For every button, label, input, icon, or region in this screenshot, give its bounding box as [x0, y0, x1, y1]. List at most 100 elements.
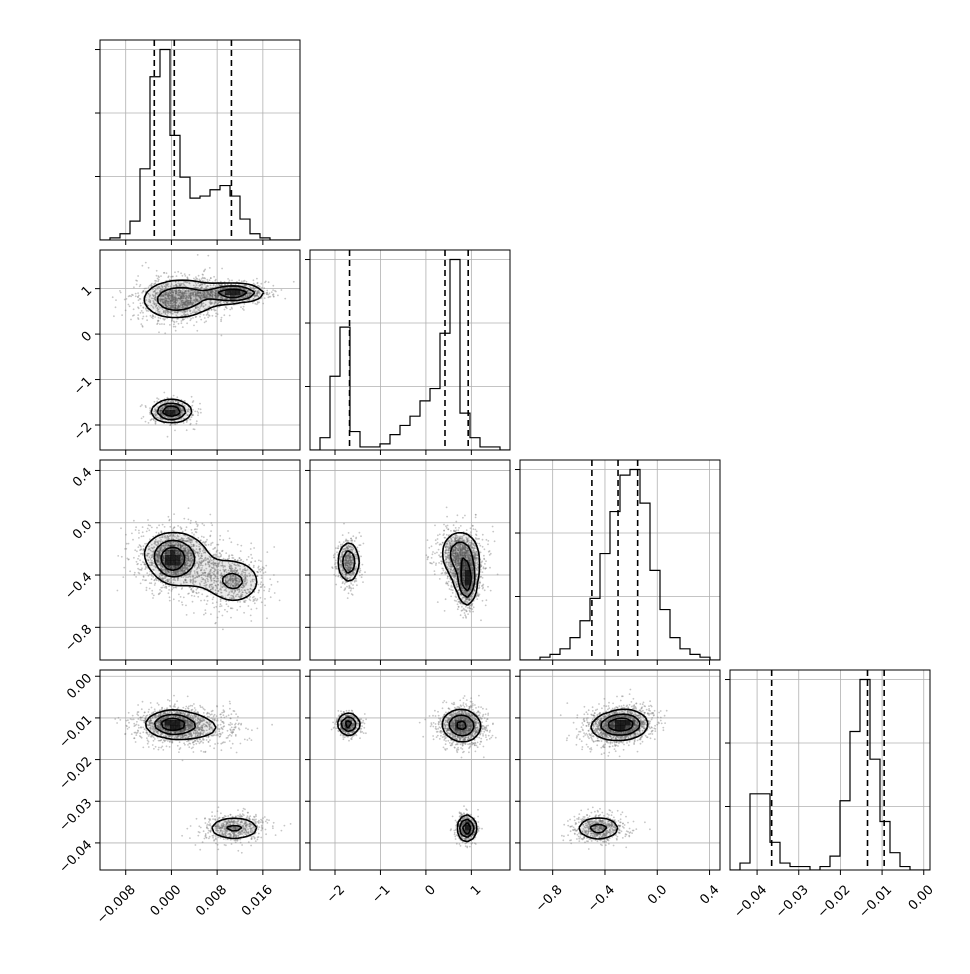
sample-point	[260, 560, 262, 562]
sample-point	[140, 549, 142, 551]
sample-point	[141, 404, 143, 406]
sample-point	[157, 280, 159, 282]
sample-point	[221, 335, 223, 337]
sample-point	[156, 397, 158, 399]
sample-point	[257, 283, 259, 285]
sample-point	[143, 548, 145, 550]
sample-point	[141, 310, 143, 312]
sample-point	[270, 596, 272, 598]
sample-point	[120, 292, 122, 294]
sample-point	[183, 518, 185, 520]
density-cell	[185, 555, 190, 560]
sample-point	[264, 605, 266, 607]
sample-point	[249, 598, 251, 600]
sample-point	[206, 603, 208, 605]
sample-point	[146, 315, 148, 317]
sample-point	[266, 617, 268, 619]
sample-point	[173, 513, 175, 515]
sample-point	[127, 304, 129, 306]
sample-point	[261, 601, 263, 603]
sample-point	[134, 572, 136, 574]
sample-point	[203, 541, 205, 543]
density-cell	[200, 560, 205, 565]
sample-point	[132, 539, 134, 541]
density-cell	[245, 585, 250, 590]
density-cell	[235, 580, 240, 585]
sample-point	[229, 280, 231, 282]
sample-point	[190, 520, 192, 522]
sample-point	[254, 602, 256, 604]
sample-point	[178, 323, 180, 325]
sample-point	[142, 579, 144, 581]
density-cell	[215, 575, 220, 580]
sample-point	[254, 560, 256, 562]
sample-point	[128, 558, 130, 560]
density-cell	[180, 535, 185, 540]
panel-content	[100, 40, 300, 240]
sample-point	[196, 278, 198, 280]
density-cell	[205, 560, 210, 565]
sample-point	[146, 589, 148, 591]
sample-point	[279, 600, 281, 602]
sample-point	[220, 319, 222, 321]
sample-point	[207, 313, 209, 315]
sample-point	[142, 265, 144, 267]
sample-point	[129, 305, 131, 307]
sample-point	[149, 574, 151, 576]
sample-point	[143, 307, 145, 309]
sample-point	[145, 406, 147, 408]
sample-point	[202, 277, 204, 279]
sample-point	[244, 303, 246, 305]
sample-point	[130, 319, 132, 321]
density-cell	[210, 565, 215, 570]
sample-point	[174, 430, 176, 432]
sample-point	[272, 285, 274, 287]
density-cell	[240, 565, 245, 570]
sample-point	[168, 592, 170, 594]
sample-point	[250, 554, 252, 556]
sample-point	[168, 589, 170, 591]
sample-point	[252, 302, 254, 304]
sample-point	[190, 589, 192, 591]
sample-point	[193, 612, 195, 614]
sample-point	[249, 596, 251, 598]
sample-point	[152, 576, 154, 578]
sample-point	[155, 421, 157, 423]
sample-point	[191, 532, 193, 534]
sample-point	[197, 525, 199, 527]
sample-point	[136, 284, 138, 286]
density-cell	[225, 590, 230, 595]
sample-point	[231, 280, 233, 282]
sample-point	[144, 288, 146, 290]
density-cell	[180, 295, 185, 300]
y-tick-label: 0.0	[70, 517, 95, 542]
sample-point	[122, 576, 124, 578]
sample-point	[140, 298, 142, 300]
sample-point	[119, 290, 121, 292]
sample-point	[176, 275, 178, 277]
density-cell	[255, 290, 260, 295]
sample-point	[172, 276, 174, 278]
sample-point	[156, 275, 158, 277]
sample-point	[193, 278, 195, 280]
sample-point	[243, 612, 245, 614]
sample-point	[156, 270, 158, 272]
density-cell	[195, 565, 200, 570]
sample-point	[260, 583, 262, 585]
sample-point	[213, 607, 215, 609]
sample-point	[227, 606, 229, 608]
density-cell	[185, 580, 190, 585]
density-cell	[185, 300, 190, 305]
density-cell	[165, 560, 170, 565]
sample-point	[178, 600, 180, 602]
sample-point	[135, 529, 137, 531]
sample-point	[138, 299, 140, 301]
density-cell	[175, 555, 180, 560]
sample-point	[158, 275, 160, 277]
sample-point	[187, 593, 189, 595]
sample-point	[137, 275, 139, 277]
sample-point	[208, 544, 210, 546]
sample-point	[200, 412, 202, 414]
sample-point	[214, 548, 216, 550]
sample-point	[140, 305, 142, 307]
